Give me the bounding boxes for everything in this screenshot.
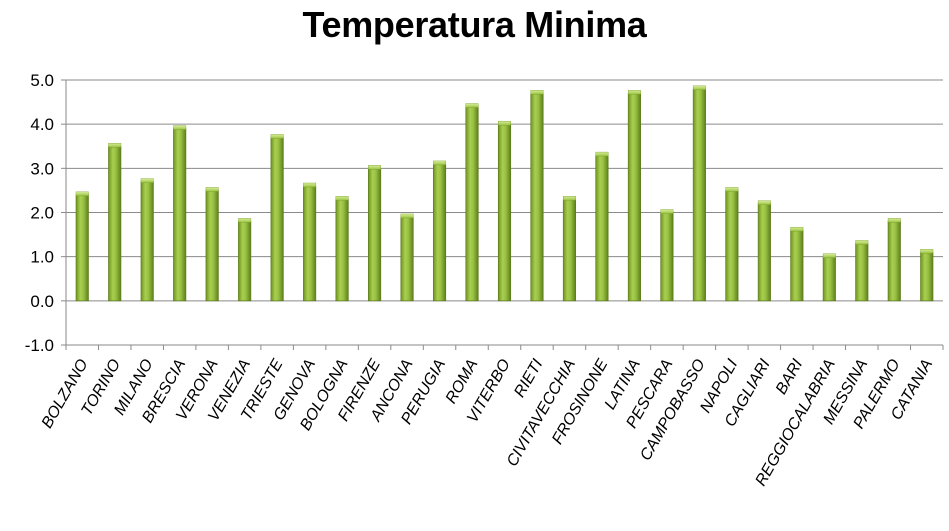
bar-cap	[433, 160, 446, 166]
bar	[692, 85, 706, 302]
bar-cap	[757, 200, 771, 205]
bar-cap	[140, 178, 154, 183]
bar-body	[790, 229, 804, 302]
bar-cap	[335, 196, 349, 201]
bar-body	[75, 194, 89, 302]
bar	[205, 187, 219, 302]
y-tick-labels: 5.0 4.0 3.0 2.0 1.0 0.0 -1.0	[25, 71, 54, 355]
bar-cap	[498, 120, 511, 126]
bar-body	[887, 221, 901, 302]
bar-cap	[75, 191, 89, 197]
y-tick-label: 4.0	[30, 115, 54, 134]
bar-cap	[173, 125, 187, 130]
bar	[920, 249, 934, 302]
bar-cap	[725, 187, 739, 192]
y-tick-label: 5.0	[30, 71, 54, 90]
bar-body	[692, 88, 706, 302]
bar-cap	[855, 240, 869, 245]
chart-title: Temperatura Minima	[302, 4, 647, 45]
category-labels: BOLZANOTORINOMILANOBRESCIAVERONAVENEZIAT…	[39, 356, 936, 489]
bar-body	[920, 251, 934, 302]
bar-body	[855, 243, 869, 302]
bar-body	[660, 212, 674, 302]
bar-body	[497, 123, 512, 302]
bar-body	[140, 181, 154, 302]
y-tick-label: -1.0	[25, 336, 54, 355]
bar-cap	[790, 226, 804, 232]
bar-cap	[627, 90, 641, 95]
bar-body	[335, 198, 349, 302]
bar-cap	[822, 253, 836, 258]
bar	[75, 191, 89, 302]
y-tick-label: 1.0	[30, 248, 54, 267]
bar	[108, 143, 122, 302]
bar-body	[173, 128, 187, 302]
bar	[238, 218, 252, 302]
bar-body	[757, 203, 771, 302]
bar-cap	[920, 249, 934, 254]
bar-cap	[465, 103, 479, 108]
bar-cap	[400, 213, 414, 219]
bar-body	[562, 198, 577, 302]
bar-body	[400, 216, 414, 302]
bar	[562, 196, 577, 302]
bar	[465, 103, 479, 302]
bar	[822, 253, 836, 302]
bar-body	[595, 154, 609, 302]
bar	[530, 90, 544, 302]
y-tick-label: 0.0	[30, 292, 54, 311]
bar	[497, 120, 512, 302]
bar-body	[205, 190, 219, 302]
bar	[303, 182, 317, 302]
bar-cap	[205, 187, 219, 192]
bar	[757, 200, 771, 302]
bar-cap	[530, 90, 544, 95]
bar-body	[238, 221, 252, 302]
y-tick-label: 3.0	[30, 159, 54, 178]
bar	[335, 196, 349, 302]
bar-cap	[563, 196, 576, 201]
bar	[887, 218, 901, 302]
bar	[400, 213, 414, 302]
y-tick-label: 2.0	[30, 204, 54, 223]
bar	[368, 165, 382, 302]
bar	[432, 160, 447, 302]
bar-body	[270, 137, 284, 302]
category-label: RIETI	[511, 356, 546, 400]
bar	[790, 226, 804, 302]
bar	[595, 151, 609, 302]
bar	[855, 240, 869, 302]
bar-cap	[692, 85, 706, 91]
bar-cap	[303, 182, 317, 188]
bar	[627, 90, 641, 302]
bar-body	[725, 190, 739, 302]
category-label: BARI	[773, 356, 807, 397]
bar-body	[432, 163, 447, 302]
bar-body	[368, 168, 382, 302]
bar	[140, 178, 154, 302]
bar-cap	[108, 143, 122, 148]
bars	[75, 85, 934, 302]
bar-cap	[368, 165, 382, 170]
bar-body	[822, 256, 836, 302]
bar	[725, 187, 739, 302]
axes	[61, 79, 944, 350]
bar	[173, 125, 187, 302]
bar-body	[627, 92, 641, 302]
bar-body	[530, 92, 544, 302]
bar-cap	[887, 218, 901, 223]
bar-cap	[238, 218, 252, 223]
bar-body	[465, 106, 479, 302]
bar-cap	[270, 134, 284, 139]
bar	[660, 209, 674, 302]
bar-body	[108, 145, 122, 302]
bar-cap	[660, 209, 674, 214]
category-label: BOLZANO	[39, 357, 92, 432]
bar-body	[303, 185, 317, 302]
bar-cap	[595, 151, 609, 157]
bar	[270, 134, 284, 302]
